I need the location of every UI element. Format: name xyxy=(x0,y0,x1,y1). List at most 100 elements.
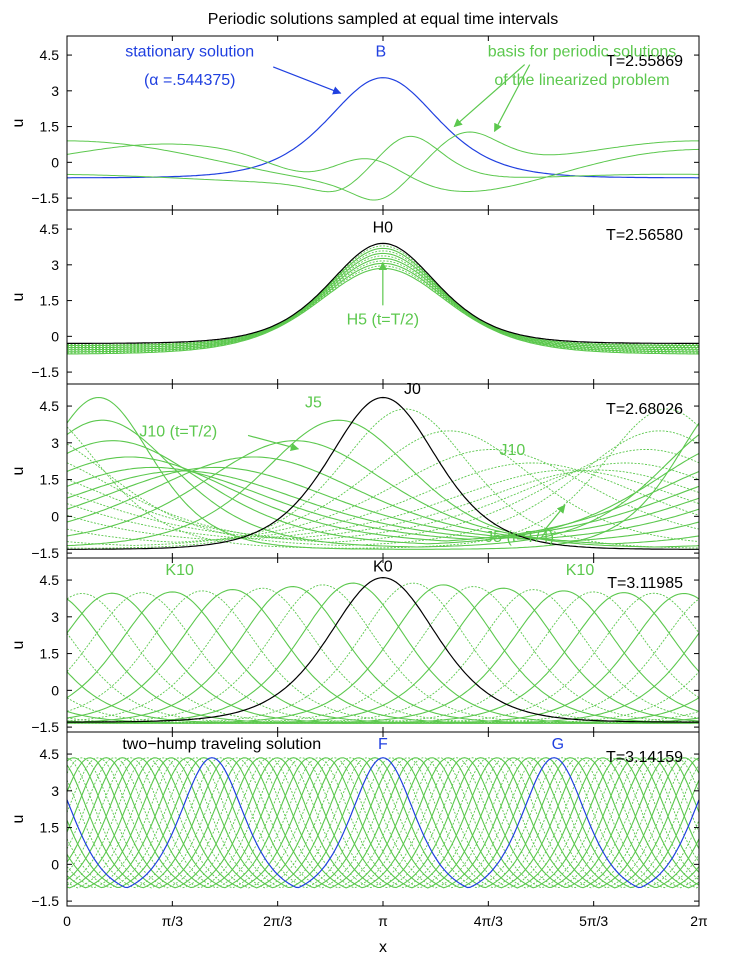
y-tick-label: 0 xyxy=(51,682,59,698)
annotation: B xyxy=(375,43,386,60)
series-k-9 xyxy=(67,592,699,724)
annotation: stationary solution xyxy=(125,43,254,60)
series-two-hump-2 xyxy=(67,757,699,889)
series-j-4 xyxy=(67,440,699,545)
y-tick-label: 3 xyxy=(51,435,59,451)
series-h0 xyxy=(67,242,699,344)
annotation: H5 (t=T/2) xyxy=(347,311,419,328)
annotation: of the linearized problem xyxy=(494,72,669,89)
y-tick-label: 0 xyxy=(51,508,59,524)
y-tick-label: 0 xyxy=(51,328,59,344)
series-two-hump-19 xyxy=(67,757,699,889)
series-k-6 xyxy=(67,590,699,724)
series-j-13 xyxy=(67,462,699,541)
x-tick-label: π xyxy=(378,913,388,929)
y-tick-label: −1.5 xyxy=(31,190,59,206)
series-h-4 xyxy=(67,252,699,349)
series-k-15 xyxy=(67,590,699,724)
panel-5: −1.5 0 1.5 3 4.5 u T=3.14159 two−hump traveling… xyxy=(10,731,700,909)
series-basis-2 xyxy=(67,135,699,193)
period-label: T=2.55869 xyxy=(606,53,683,70)
curves xyxy=(67,396,699,550)
series-j0 xyxy=(67,396,699,550)
annotation: G xyxy=(552,736,564,753)
series-j-9 xyxy=(67,469,699,540)
series-f-g xyxy=(67,757,699,889)
curves xyxy=(67,576,699,724)
series-k-16 xyxy=(67,589,699,724)
period-label: T=3.11985 xyxy=(607,575,683,592)
series-two-hump-12 xyxy=(67,757,699,889)
panel-4: −1.5 0 1.5 3 4.5 u T=3.11985 K0 K10 K10 xyxy=(10,557,700,735)
x-tick-label: 5π/3 xyxy=(579,913,608,929)
y-axis-label: u xyxy=(10,641,27,650)
annotation-arrow xyxy=(544,504,566,531)
series-k-10 xyxy=(67,592,699,724)
curves xyxy=(67,757,699,889)
series-j-14 xyxy=(67,456,699,542)
series-j-20 xyxy=(67,396,699,550)
series-k-11 xyxy=(67,593,699,724)
annotation-arrow xyxy=(247,434,300,452)
series-two-hump-20 xyxy=(67,757,699,889)
x-tick-label: 0 xyxy=(63,913,71,929)
series-k-4 xyxy=(67,587,699,724)
series-j-19 xyxy=(67,408,699,549)
x-tick-label: 4π/3 xyxy=(474,913,503,929)
annotation-arrow xyxy=(453,64,526,128)
annotation: K10 xyxy=(165,562,194,579)
series-two-hump-6 xyxy=(67,757,699,889)
x-tick-label: π/3 xyxy=(162,913,184,929)
y-tick-label: −1.5 xyxy=(31,364,59,380)
series-j-6 xyxy=(67,456,699,542)
y-axis-label: u xyxy=(10,293,27,302)
series-j-17 xyxy=(67,430,699,546)
annotation: K0 xyxy=(373,558,393,575)
y-tick-label: 1.5 xyxy=(40,820,60,836)
y-tick-label: 3 xyxy=(51,609,59,625)
y-tick-label: −1.5 xyxy=(31,545,59,561)
series-two-hump-13 xyxy=(67,757,699,889)
series-j-12 xyxy=(67,466,699,540)
series-h-1 xyxy=(67,245,699,345)
series-k-7 xyxy=(67,591,699,724)
series-two-hump-7 xyxy=(67,757,699,889)
annotation-arrow xyxy=(272,66,342,95)
series-j-18 xyxy=(67,419,699,548)
annotation: two−hump traveling solution xyxy=(122,736,321,753)
panel-frame xyxy=(66,35,700,211)
series-two-hump-14 xyxy=(67,757,699,889)
y-tick-label: −1.5 xyxy=(31,719,59,735)
series-j-11 xyxy=(67,469,699,540)
series-two-hump-17 xyxy=(67,757,699,889)
series-two-hump-18 xyxy=(67,757,699,889)
annotation: J5 xyxy=(305,394,322,411)
series-k0 xyxy=(67,576,699,723)
series-basis-3 xyxy=(67,131,699,201)
series-j-1 xyxy=(67,408,699,549)
curves xyxy=(67,242,699,355)
annotation: K10 xyxy=(566,562,595,579)
y-tick-label: 1.5 xyxy=(40,472,60,488)
y-tick-label: 0 xyxy=(51,154,59,170)
series-j-15 xyxy=(67,449,699,543)
y-tick-label: 3 xyxy=(51,257,59,273)
series-h-6 xyxy=(67,257,699,351)
x-tick-label: 2π/3 xyxy=(263,913,292,929)
series-two-hump-1 xyxy=(67,757,699,889)
series-j-16 xyxy=(67,440,699,545)
period-label: T=2.68026 xyxy=(606,401,683,418)
panel-2: −1.5 0 1.5 3 4.5 u T=2.56580 H0 H5 (t=T/2) xyxy=(10,209,700,385)
y-tick-label: 1.5 xyxy=(40,119,60,135)
annotation: J10 (t=T/2) xyxy=(139,424,217,441)
series-two-hump-16 xyxy=(67,757,699,889)
y-axis-label: u xyxy=(10,815,27,824)
y-tick-label: 4.5 xyxy=(40,572,60,588)
annotation: (α =.544375) xyxy=(144,72,236,89)
x-axis: 0 π/3 2π/3 π 4π/3 5π/3 2π xyxy=(63,913,708,929)
series-two-hump-15 xyxy=(67,757,699,889)
series-k-20 xyxy=(67,582,699,724)
series-j-8 xyxy=(67,466,699,540)
series-j-3 xyxy=(67,430,699,546)
chart-title: Periodic solutions sampled at equal time… xyxy=(208,11,558,28)
